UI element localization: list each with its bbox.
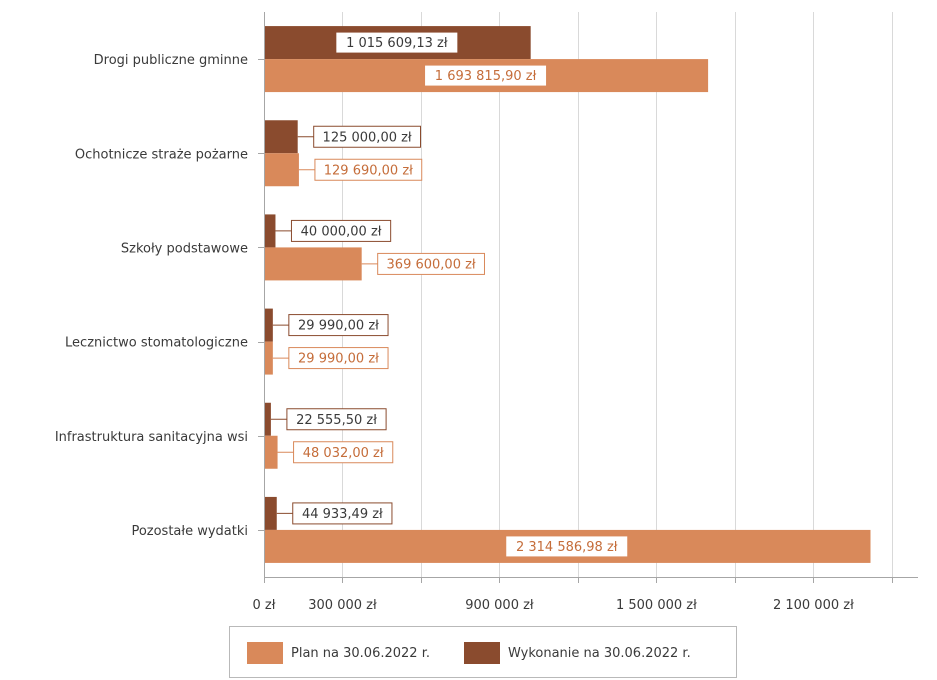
x-tick-label: 2 100 000 zł — [773, 598, 854, 613]
bar-wykonanie — [265, 308, 273, 342]
data-label-box — [293, 441, 394, 464]
x-tick-label: 300 000 zł — [308, 598, 377, 613]
data-label: 44 933,49 zł — [302, 507, 383, 522]
category-label: Pozostałe wydatki — [131, 524, 248, 539]
x-tick-label: 0 zł — [253, 598, 276, 613]
data-label: 40 000,00 zł — [301, 224, 382, 239]
legend-swatch-wykonanie — [464, 642, 500, 664]
data-label: 22 555,50 zł — [296, 413, 377, 428]
data-label-box — [286, 408, 387, 431]
data-label: 29 990,00 zł — [298, 352, 379, 367]
legend-swatch-plan — [247, 642, 283, 664]
bar-wykonanie — [265, 496, 277, 530]
legend-item-wykonanie: Wykonanie na 30.06.2022 r. — [464, 642, 691, 664]
data-label: 125 000,00 zł — [323, 130, 412, 145]
bar-plan — [265, 435, 278, 469]
data-label: 2 314 586,98 zł — [516, 540, 618, 555]
data-label-box — [377, 252, 485, 275]
data-label-box — [335, 31, 459, 54]
category-label: Ochotnicze straże pożarne — [75, 147, 248, 162]
bar-wykonanie — [265, 402, 271, 436]
bar-wykonanie — [265, 214, 276, 248]
data-label: 1 693 815,90 zł — [435, 69, 537, 84]
x-tick-label: 1 500 000 zł — [616, 598, 697, 613]
data-label-box — [292, 502, 393, 525]
category-label: Szkoły podstawowe — [121, 241, 248, 256]
bar-plan — [265, 153, 299, 187]
data-label-box — [314, 158, 423, 181]
legend-item-plan: Plan na 30.06.2022 r. — [247, 642, 430, 664]
data-label: 1 015 609,13 zł — [346, 36, 448, 51]
chart-legend: Plan na 30.06.2022 r. Wykonanie na 30.06… — [229, 626, 737, 678]
category-label: Lecznictwo stomatologiczne — [65, 336, 248, 351]
bar-plan — [265, 341, 273, 375]
data-label-box — [288, 314, 389, 337]
data-label-box — [424, 64, 548, 87]
data-label: 129 690,00 zł — [324, 163, 413, 178]
category-label: Drogi publiczne gminne — [94, 53, 248, 68]
chart-plot: 0 zł 300 000 zł 900 000 zł 1 500 000 zł 2 10… — [55, 12, 918, 613]
data-label: 29 990,00 zł — [298, 319, 379, 334]
data-label-box — [313, 125, 422, 148]
bar-wykonanie — [265, 120, 298, 154]
legend-label-wykonanie: Wykonanie na 30.06.2022 r. — [508, 645, 691, 661]
legend-label-plan: Plan na 30.06.2022 r. — [291, 645, 430, 661]
x-tick-label: 900 000 zł — [465, 598, 534, 613]
data-label-box — [290, 219, 392, 242]
data-label: 369 600,00 zł — [387, 257, 476, 272]
data-label-box — [288, 347, 389, 370]
category-label: Infrastruktura sanitacyjna wsi — [55, 430, 248, 445]
data-label: 48 032,00 zł — [303, 446, 384, 461]
data-label-box — [505, 535, 629, 558]
bar-plan — [265, 247, 362, 281]
